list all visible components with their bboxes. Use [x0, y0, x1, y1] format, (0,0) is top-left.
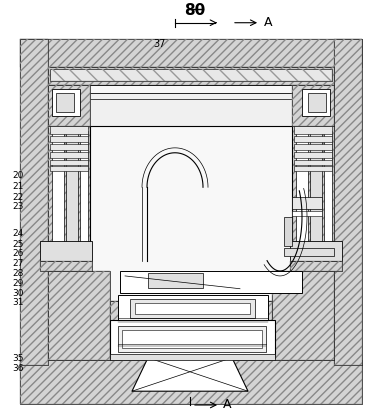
- Bar: [290, 242, 342, 261]
- Text: 80: 80: [185, 3, 206, 18]
- Bar: [48, 126, 90, 271]
- Bar: [56, 93, 74, 112]
- Bar: [20, 40, 48, 365]
- Text: 20: 20: [13, 171, 24, 180]
- Bar: [292, 211, 322, 216]
- Text: 37: 37: [154, 39, 166, 50]
- Bar: [294, 126, 332, 134]
- Bar: [118, 294, 268, 324]
- Text: 21: 21: [13, 182, 24, 190]
- Text: 26: 26: [13, 249, 24, 258]
- Bar: [50, 166, 88, 171]
- Bar: [110, 354, 275, 360]
- Bar: [48, 85, 334, 93]
- Text: 31: 31: [13, 297, 24, 306]
- Text: 29: 29: [13, 279, 24, 288]
- Bar: [334, 40, 362, 365]
- Text: 25: 25: [13, 240, 24, 249]
- Bar: [66, 131, 78, 266]
- Bar: [50, 126, 88, 134]
- Bar: [48, 67, 334, 85]
- Bar: [20, 40, 362, 67]
- Bar: [122, 330, 262, 348]
- Bar: [80, 131, 88, 266]
- Bar: [110, 301, 272, 360]
- Bar: [20, 40, 48, 365]
- Bar: [50, 69, 332, 81]
- Bar: [50, 136, 88, 142]
- Bar: [52, 89, 80, 116]
- Text: 30: 30: [13, 289, 24, 298]
- Bar: [20, 40, 362, 67]
- Bar: [50, 152, 88, 158]
- Bar: [52, 131, 64, 266]
- Bar: [284, 217, 292, 247]
- Bar: [290, 261, 342, 271]
- Bar: [148, 273, 203, 288]
- Bar: [294, 160, 332, 165]
- Text: 36: 36: [13, 364, 24, 373]
- Bar: [294, 152, 332, 158]
- Bar: [334, 40, 362, 365]
- Text: 24: 24: [13, 229, 24, 238]
- Bar: [48, 126, 90, 271]
- Bar: [292, 85, 334, 126]
- Bar: [130, 299, 255, 318]
- Text: A: A: [223, 399, 231, 411]
- Bar: [294, 166, 332, 171]
- Bar: [310, 131, 322, 266]
- Bar: [110, 301, 272, 360]
- Bar: [50, 144, 88, 150]
- Text: 22: 22: [13, 192, 24, 202]
- Bar: [292, 85, 334, 126]
- Bar: [292, 197, 322, 209]
- Bar: [48, 67, 334, 360]
- Bar: [110, 320, 275, 358]
- Bar: [118, 326, 266, 352]
- Bar: [135, 303, 250, 314]
- Text: 28: 28: [13, 269, 24, 278]
- Bar: [20, 360, 362, 404]
- Bar: [290, 261, 342, 271]
- Bar: [48, 67, 334, 85]
- Bar: [120, 271, 302, 293]
- Bar: [48, 271, 110, 360]
- Bar: [48, 271, 110, 360]
- Bar: [40, 261, 92, 271]
- Bar: [40, 261, 92, 271]
- Text: 35: 35: [13, 354, 24, 363]
- Polygon shape: [132, 358, 248, 391]
- Bar: [294, 136, 332, 142]
- Bar: [48, 93, 334, 99]
- Bar: [20, 360, 362, 404]
- Bar: [50, 69, 332, 81]
- Bar: [284, 248, 334, 256]
- Text: A: A: [264, 16, 272, 29]
- Bar: [272, 271, 334, 360]
- Bar: [296, 131, 308, 266]
- Bar: [40, 242, 92, 261]
- Bar: [272, 271, 334, 360]
- Bar: [48, 85, 90, 126]
- Text: 27: 27: [13, 259, 24, 268]
- Bar: [308, 93, 326, 112]
- Text: 23: 23: [13, 202, 24, 211]
- Bar: [302, 89, 330, 116]
- Bar: [294, 144, 332, 150]
- Bar: [292, 126, 334, 271]
- Bar: [90, 126, 292, 301]
- Bar: [324, 131, 332, 266]
- Bar: [50, 160, 88, 165]
- Bar: [48, 85, 90, 126]
- Bar: [292, 126, 334, 271]
